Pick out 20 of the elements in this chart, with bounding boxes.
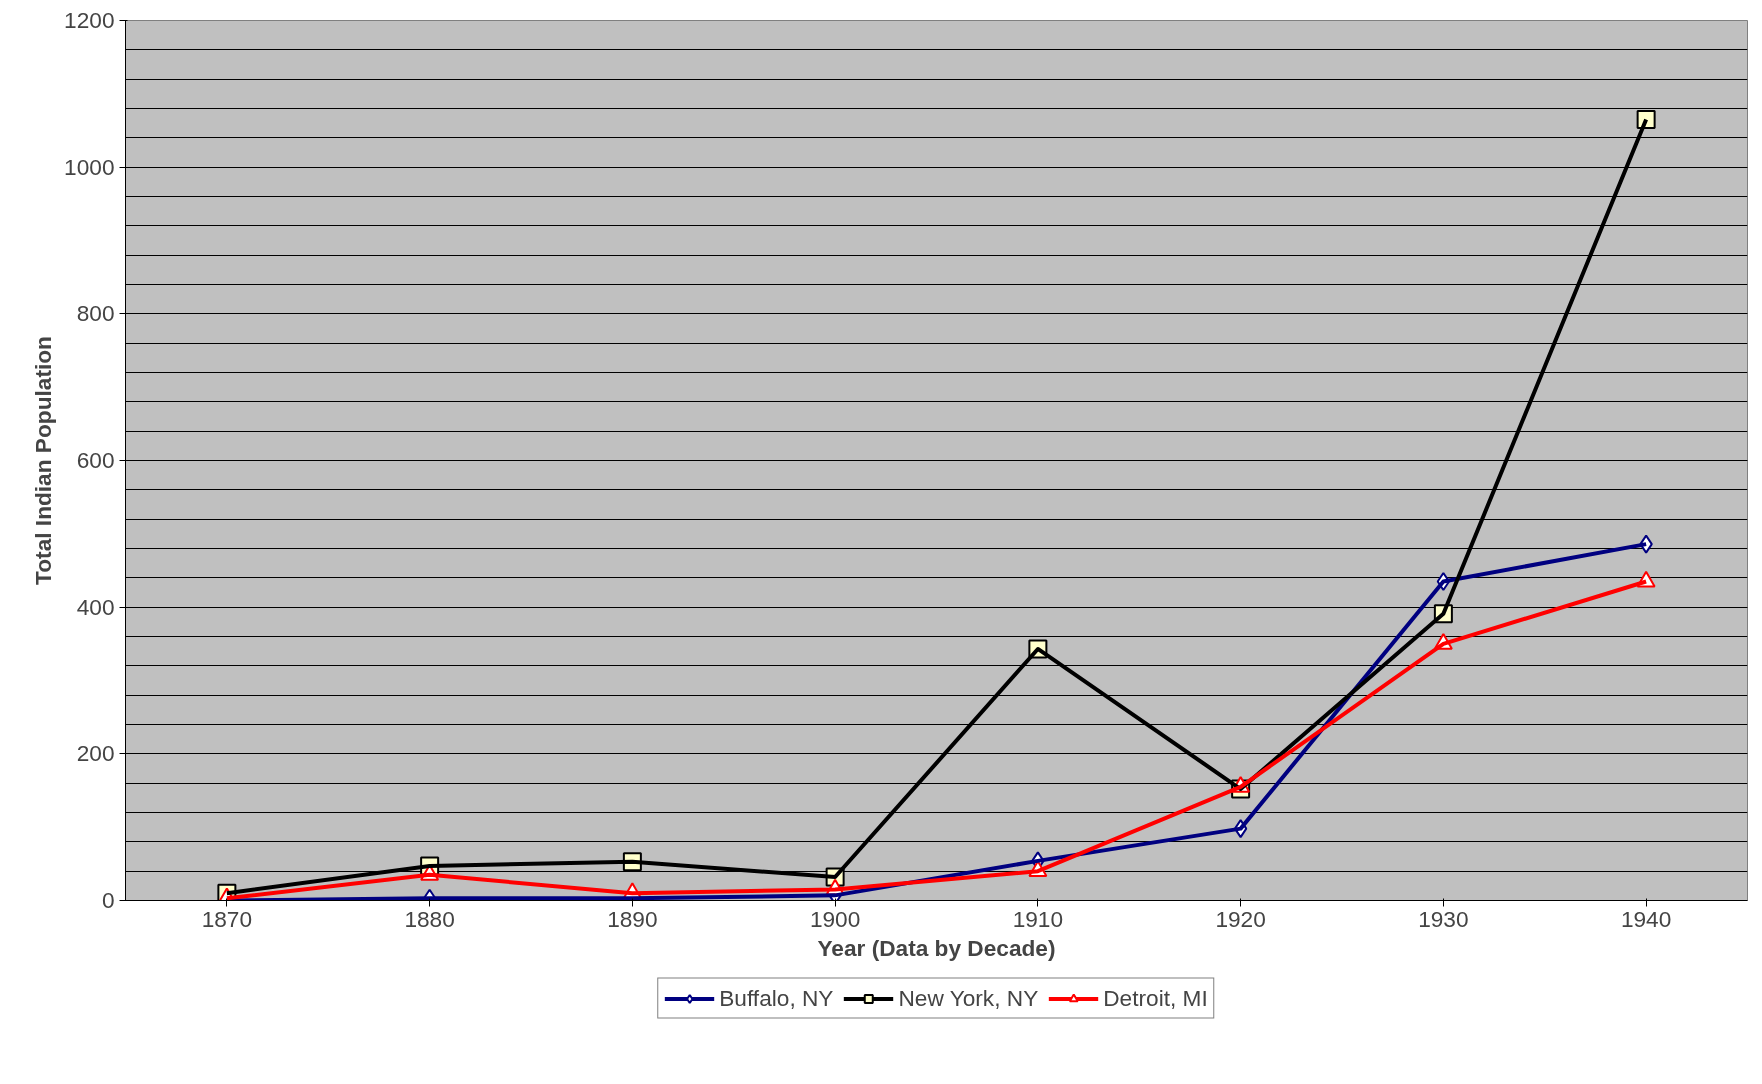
x-axis-title: Year (Data by Decade) (817, 934, 1056, 961)
y-tick-label: 1200 (64, 7, 115, 33)
x-tick-label: 1910 (1012, 905, 1064, 932)
x-tick-label: 1890 (607, 905, 658, 932)
x-tick-label: 1880 (404, 905, 455, 932)
x-tick-label: 1940 (1620, 905, 1672, 932)
legend-label: New York, NY (898, 984, 1039, 1012)
y-tick-label: 200 (76, 740, 115, 767)
legend-label: Buffalo, NY (719, 984, 834, 1012)
x-tick-label: 1920 (1215, 905, 1266, 932)
y-tick-label: 0 (101, 887, 115, 913)
x-tick-label: 1930 (1418, 905, 1469, 932)
y-tick-label: 800 (76, 300, 115, 327)
x-tick-label: 1900 (809, 905, 861, 932)
y-tick-label: 1000 (64, 153, 115, 180)
y-tick-label: 600 (76, 447, 115, 473)
x-tick-label: 1870 (201, 905, 253, 932)
legend-label: Detroit, MI (1103, 984, 1208, 1012)
y-tick-label: 400 (76, 593, 115, 620)
y-axis-title: Total Indian Population (30, 336, 57, 585)
